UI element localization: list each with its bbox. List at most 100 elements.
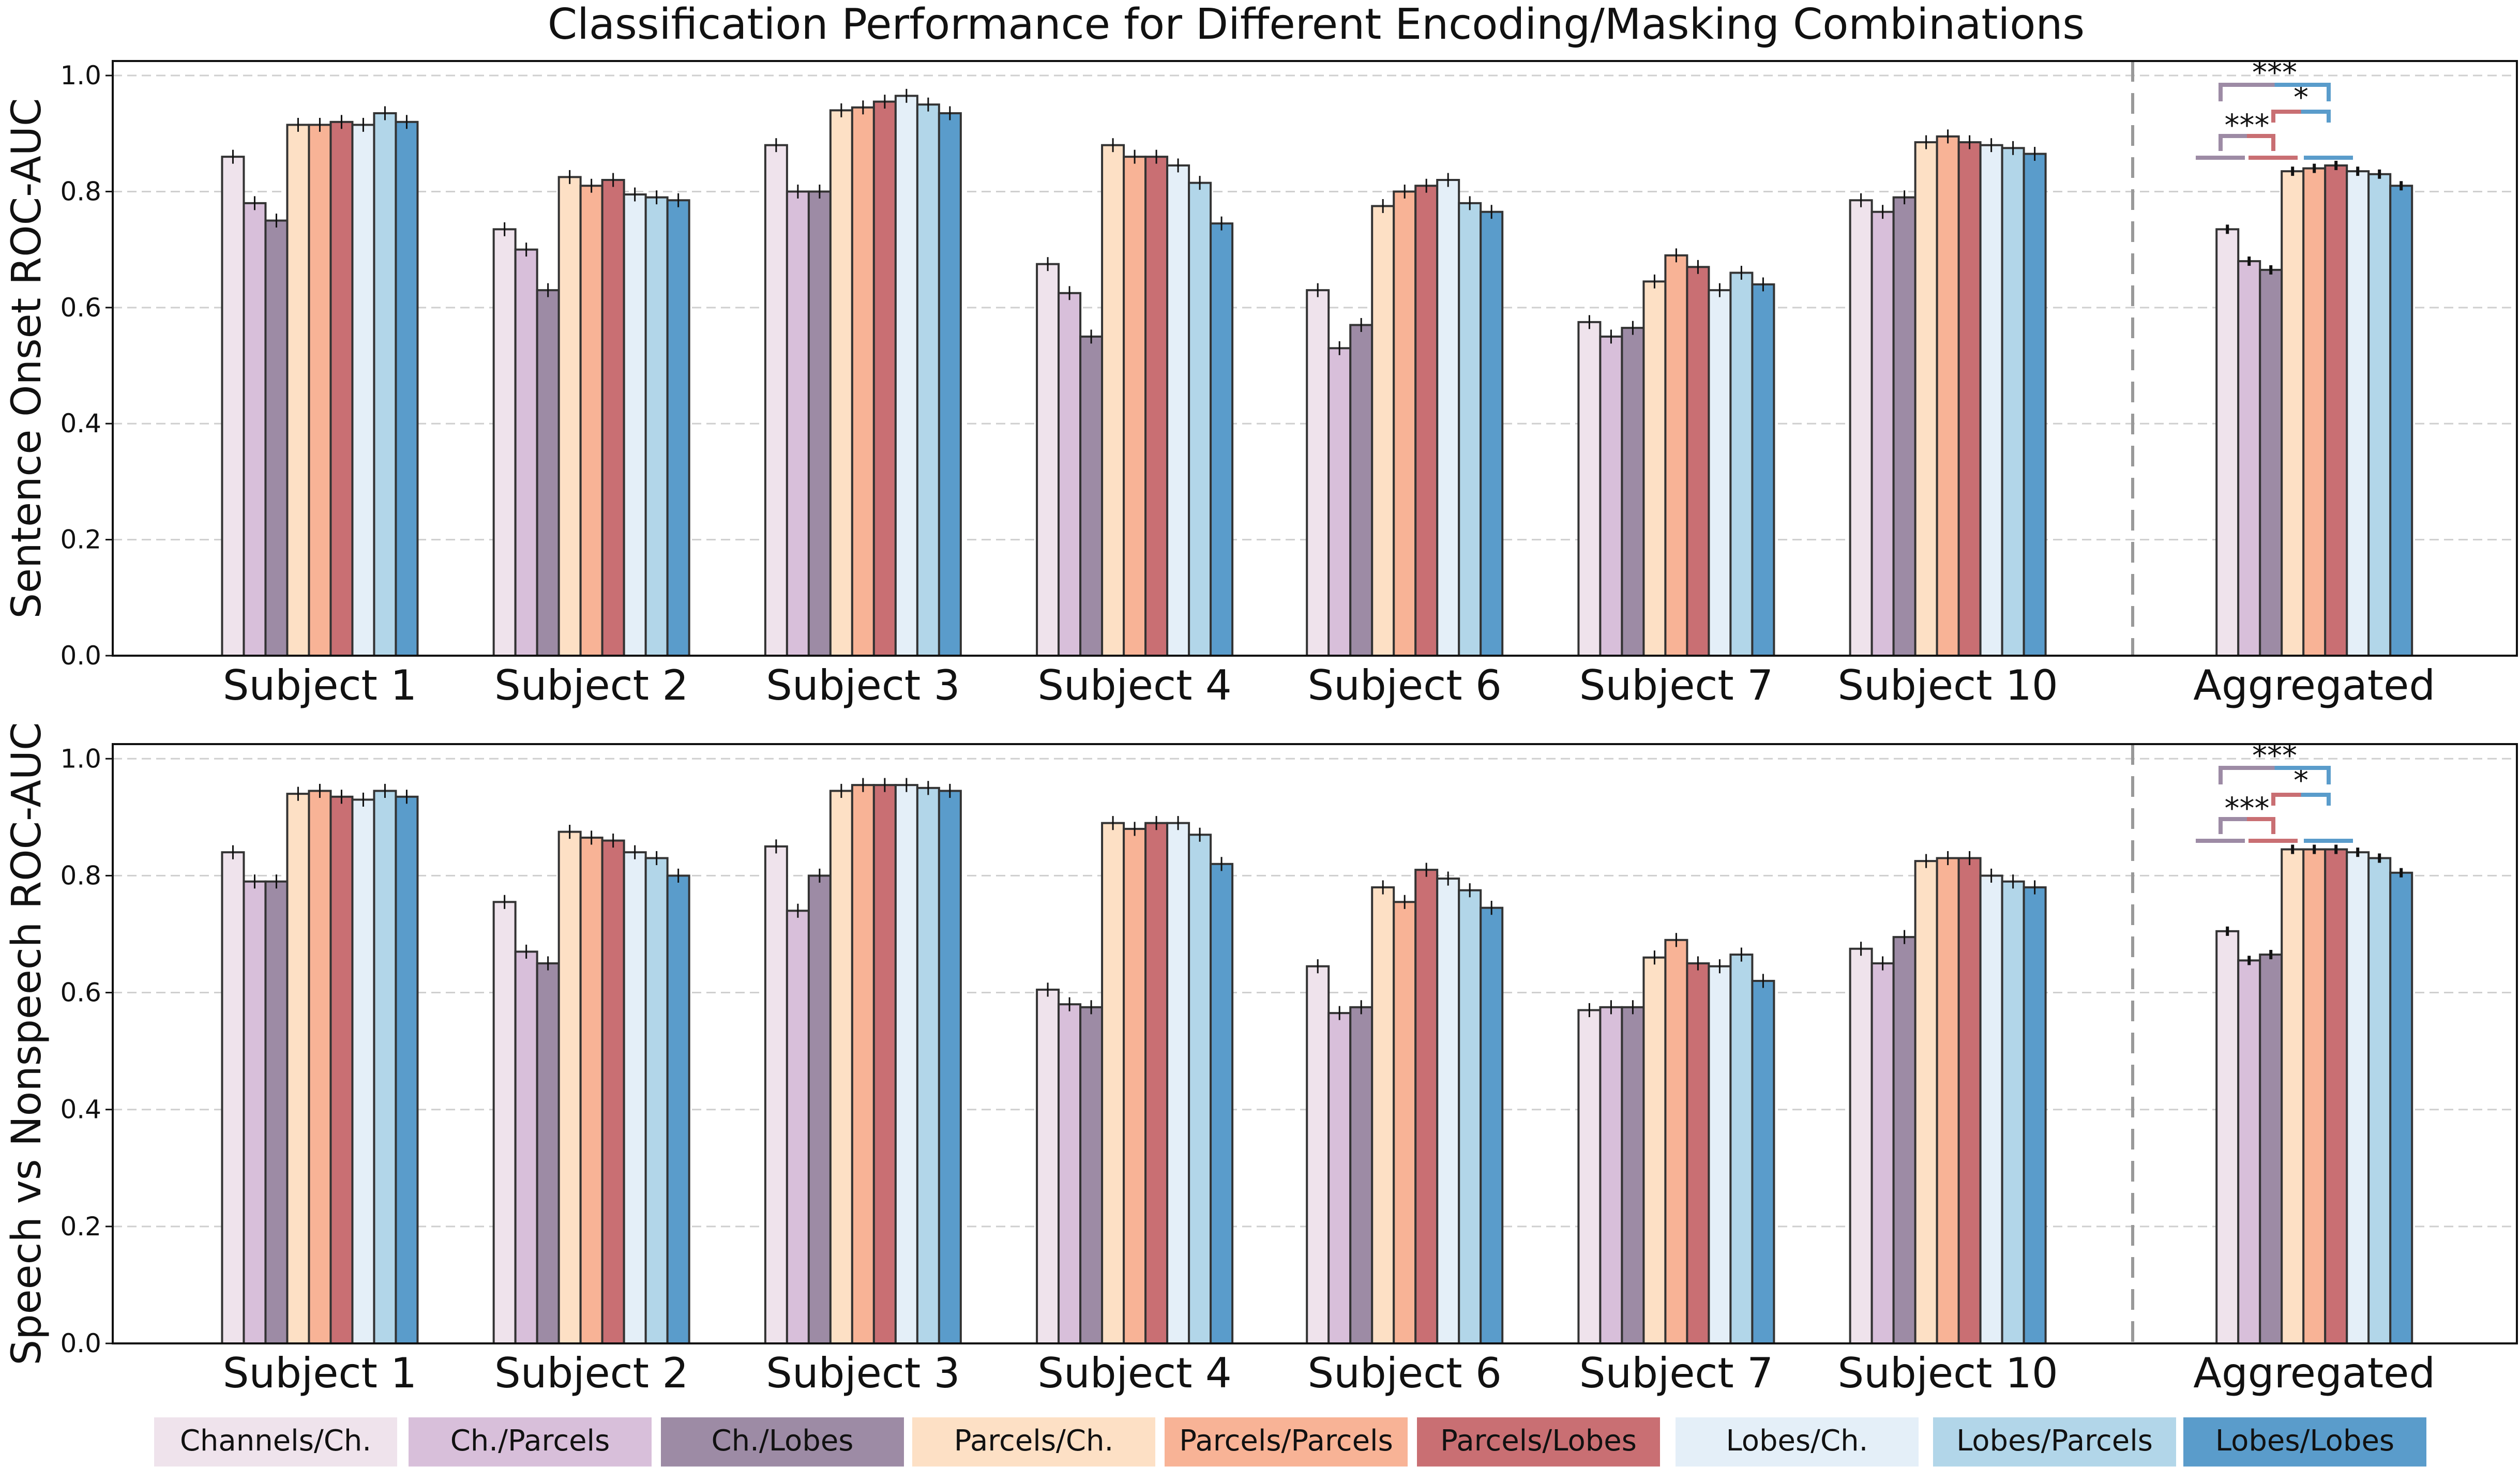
- bar-group-subject-7: [1577, 248, 1775, 657]
- bar: [492, 901, 517, 1345]
- bracket: [2274, 83, 2331, 101]
- bar: [1708, 289, 1732, 657]
- bar: [623, 193, 647, 657]
- bar: [243, 880, 267, 1344]
- bar: [1979, 144, 2003, 657]
- legend-label: Channels/Ch.: [180, 1424, 371, 1458]
- legend-label: Parcels/Parcels: [1179, 1424, 1393, 1458]
- bracket: [2271, 110, 2301, 123]
- bar: [1436, 878, 1460, 1344]
- axes-frame: [112, 743, 2518, 1344]
- bar-group-subject-10: [1849, 851, 2047, 1345]
- bar: [1123, 827, 1147, 1344]
- bracket: [2274, 766, 2331, 784]
- chart-title: Classification Performance for Different…: [548, 0, 2085, 49]
- bar-group-subject-6: [1306, 863, 1504, 1345]
- bar: [221, 851, 245, 1345]
- bar: [1664, 939, 1688, 1345]
- bar: [807, 874, 832, 1345]
- bar-group-subject-2: [492, 825, 690, 1345]
- bar: [308, 790, 332, 1344]
- bar: [1599, 1006, 1623, 1344]
- bar: [623, 851, 647, 1345]
- y-axis-label: Speech vs Nonspeech ROC-AUC: [4, 722, 50, 1366]
- bar: [2215, 930, 2240, 1344]
- bar: [666, 199, 690, 657]
- bar: [938, 112, 962, 657]
- bar: [1371, 886, 1395, 1344]
- bar: [1849, 199, 1873, 657]
- bar: [1849, 947, 1873, 1344]
- legend-label: Lobes/Parcels: [1956, 1424, 2153, 1458]
- bar: [286, 124, 310, 657]
- bar: [286, 793, 310, 1344]
- bar: [351, 124, 375, 657]
- legend-label: Ch./Lobes: [712, 1424, 854, 1458]
- bar: [2346, 851, 2370, 1345]
- bar: [1751, 283, 1775, 657]
- legend-swatch: [1165, 1417, 1408, 1466]
- bar: [2001, 147, 2025, 657]
- bracket: [2219, 134, 2247, 151]
- bar: [916, 103, 940, 657]
- y-tick-label: 1.0: [60, 61, 101, 90]
- bar: [329, 120, 354, 657]
- bar: [764, 845, 788, 1344]
- bar: [2215, 228, 2240, 657]
- y-tick-label: 0.6: [60, 978, 101, 1008]
- bar: [1210, 222, 1234, 657]
- legend-label: Parcels/Lobes: [1440, 1424, 1637, 1458]
- bar: [557, 176, 582, 657]
- bar: [1166, 822, 1190, 1344]
- legend-label: Ch./Parcels: [450, 1424, 610, 1458]
- axes-frame: [112, 60, 2518, 657]
- legend-item: Parcels/Lobes: [1417, 1417, 1660, 1466]
- bar: [373, 790, 397, 1344]
- bracket: [2271, 793, 2301, 806]
- bar: [2237, 959, 2261, 1344]
- bar: [2324, 848, 2348, 1345]
- legend-swatch: [409, 1417, 652, 1466]
- legend-item: Lobes/Parcels: [1933, 1417, 2176, 1466]
- bar: [1870, 210, 1895, 657]
- bar: [872, 784, 897, 1344]
- bar-group-subject-10: [1849, 129, 2047, 657]
- x-tick-label: Subject 1: [223, 661, 417, 709]
- bar: [2302, 848, 2327, 1345]
- bar: [851, 106, 875, 657]
- bar: [764, 144, 788, 657]
- bar: [1686, 962, 1710, 1344]
- x-tick-label: Subject 3: [766, 1349, 960, 1397]
- bar: [2237, 260, 2261, 657]
- bar: [2367, 173, 2392, 657]
- x-tick-label: Subject 7: [1579, 1349, 1773, 1397]
- legend-swatch: [661, 1417, 904, 1466]
- bar: [395, 795, 419, 1344]
- bar: [1751, 979, 1775, 1344]
- bar: [1957, 857, 1982, 1344]
- x-tick-label: Subject 6: [1308, 1349, 1502, 1397]
- bar: [1393, 901, 1417, 1345]
- bar: [2023, 886, 2047, 1344]
- bar: [1914, 141, 1938, 657]
- legend-item: Parcels/Parcels: [1165, 1417, 1408, 1466]
- bar: [1188, 182, 1212, 657]
- bar: [786, 190, 810, 657]
- y-tick-label: 0.0: [60, 641, 101, 671]
- bar: [536, 962, 560, 1344]
- x-tick-label: Subject 1: [223, 1349, 417, 1397]
- bar: [1144, 156, 1169, 657]
- bar: [1123, 156, 1147, 657]
- x-tick-label: Subject 10: [1837, 1349, 2058, 1397]
- bar: [2367, 857, 2392, 1344]
- bar: [264, 219, 289, 657]
- x-tick-label: Aggregated: [2193, 661, 2435, 709]
- bar: [1686, 266, 1710, 657]
- bar-group-subject-1: [221, 783, 419, 1345]
- bar: [644, 196, 669, 657]
- bar-group-subject-6: [1306, 173, 1504, 657]
- panel-2: 0.0 0.2 0.4 0.6 0.8 1.0 Speech vs Nonspeech RO…: [4, 722, 2518, 1397]
- bracket: [2219, 766, 2275, 784]
- bar: [829, 790, 853, 1344]
- legend-swatch: [1933, 1417, 2176, 1466]
